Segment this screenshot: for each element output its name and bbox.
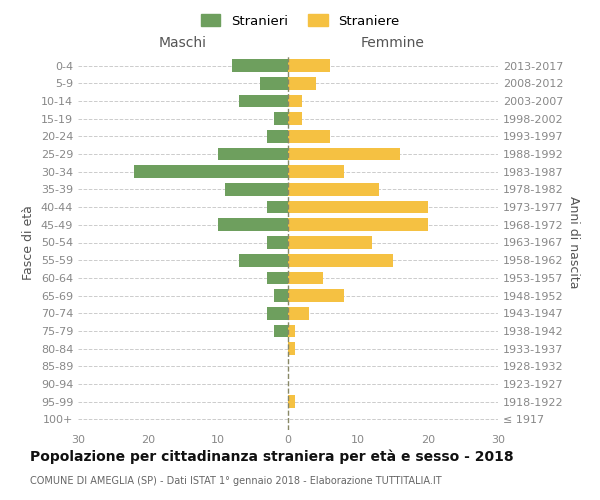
Bar (288, 342, 295, 355)
Bar (288, 201, 428, 213)
Bar (239, 254, 288, 266)
Bar (267, 201, 288, 213)
Bar (267, 307, 288, 320)
Bar (232, 59, 288, 72)
Bar (274, 289, 288, 302)
Bar (267, 236, 288, 249)
Bar (274, 324, 288, 338)
Bar (267, 272, 288, 284)
Bar (288, 112, 302, 125)
Bar (288, 148, 400, 160)
Bar (288, 324, 295, 338)
Bar (288, 254, 393, 266)
Y-axis label: Anni di nascita: Anni di nascita (567, 196, 580, 289)
Bar (288, 236, 372, 249)
Bar (218, 218, 288, 231)
Bar (288, 218, 428, 231)
Bar (225, 183, 288, 196)
Text: Popolazione per cittadinanza straniera per età e sesso - 2018: Popolazione per cittadinanza straniera p… (30, 450, 514, 464)
Bar (239, 94, 288, 108)
Bar (267, 130, 288, 142)
Legend: Stranieri, Straniere: Stranieri, Straniere (196, 9, 404, 33)
Bar (288, 272, 323, 284)
Y-axis label: Fasce di età: Fasce di età (22, 205, 35, 280)
Bar (288, 166, 344, 178)
Bar (288, 396, 295, 408)
Bar (218, 148, 288, 160)
Bar (274, 112, 288, 125)
Bar (288, 183, 379, 196)
Bar (288, 289, 344, 302)
Bar (260, 77, 288, 90)
Bar (288, 307, 309, 320)
Text: Femmine: Femmine (361, 36, 425, 50)
Text: Maschi: Maschi (159, 36, 207, 50)
Bar (288, 94, 302, 108)
Bar (288, 59, 330, 72)
Bar (288, 77, 316, 90)
Text: COMUNE DI AMEGLIA (SP) - Dati ISTAT 1° gennaio 2018 - Elaborazione TUTTITALIA.IT: COMUNE DI AMEGLIA (SP) - Dati ISTAT 1° g… (30, 476, 442, 486)
Bar (288, 130, 330, 142)
Bar (134, 166, 288, 178)
